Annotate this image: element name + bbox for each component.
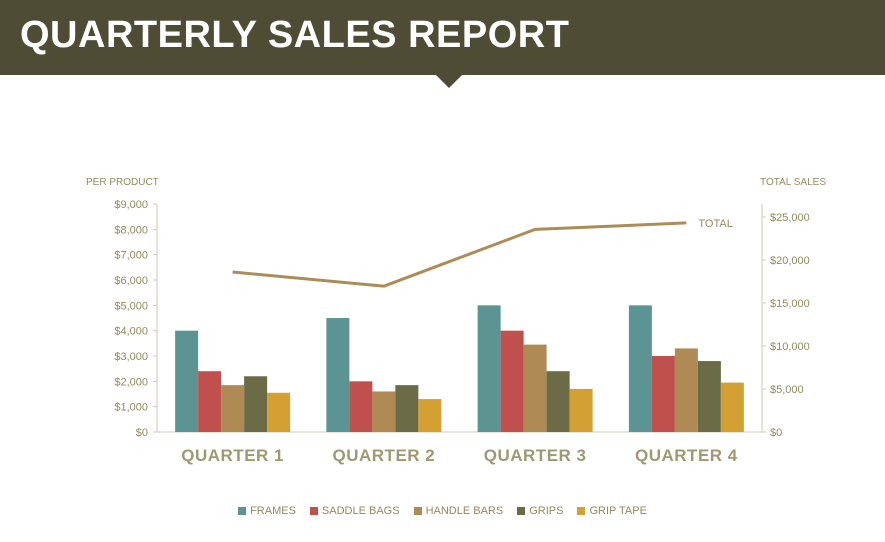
left-tick-label: $3,000 (114, 351, 148, 363)
bar-handle-bars (523, 344, 547, 432)
legend-item: GRIP TAPE (577, 505, 647, 517)
left-tick-label: $6,000 (114, 275, 148, 287)
right-tick-label: $5,000 (770, 384, 804, 396)
bar-handle-bars (221, 385, 245, 432)
chart-legend: FRAMES SADDLE BAGS HANDLE BARS GRIPS GRIP TA… (0, 505, 885, 517)
title-banner: QUARTERLY SALES REPORT (0, 0, 885, 75)
total-sales-line (232, 221, 687, 288)
left-tick-label: $0 (136, 427, 148, 439)
bar-saddle-bags (349, 381, 373, 432)
legend-item: HANDLE BARS (413, 505, 504, 517)
bar-grips (244, 376, 268, 432)
left-tick-label: $7,000 (114, 250, 148, 262)
legend-swatch (577, 507, 586, 515)
legend-swatch (309, 507, 318, 515)
total-line-label: TOTAL (698, 218, 732, 230)
bar-frames (175, 330, 199, 432)
legend-swatch (238, 507, 247, 515)
bar-grip-tape (267, 392, 291, 432)
category-label: QUARTER 3 (484, 446, 587, 465)
right-tick-label: $0 (770, 427, 782, 439)
left-axis-title: PER PRODUCT (86, 177, 159, 188)
legend-label: GRIPS (529, 505, 564, 517)
right-tick-label: $10,000 (770, 341, 810, 353)
bar-frames (477, 305, 501, 432)
bar-handle-bars (372, 391, 396, 432)
legend-label: HANDLE BARS (425, 505, 504, 517)
legend-label: FRAMES (250, 505, 296, 517)
legend-label: GRIP TAPE (589, 505, 647, 517)
legend-label: SADDLE BAGS (321, 505, 400, 517)
bar-grips (395, 385, 419, 432)
bar-saddle-bags (651, 356, 675, 432)
bar-frames (326, 318, 350, 432)
legend-item: GRIPS (517, 505, 563, 517)
legend-swatch (517, 507, 526, 515)
left-tick-label: $5,000 (114, 300, 148, 312)
category-label: QUARTER 2 (333, 446, 436, 465)
left-tick-label: $9,000 (114, 199, 148, 211)
bar-saddle-bags (500, 330, 524, 432)
right-tick-label: $25,000 (770, 212, 810, 224)
left-tick-label: $8,000 (114, 224, 148, 236)
legend-item: SADDLE BAGS (309, 505, 400, 517)
bar-handle-bars (674, 348, 698, 432)
left-tick-label: $2,000 (114, 376, 148, 388)
left-tick-label: $1,000 (114, 402, 148, 414)
banner-pointer (436, 75, 462, 88)
bar-saddle-bags (198, 371, 222, 432)
left-tick-label: $4,000 (114, 326, 148, 338)
bar-grip-tape (720, 382, 744, 432)
right-tick-label: $20,000 (770, 255, 810, 267)
right-tick-label: $15,000 (770, 298, 810, 310)
page-title: QUARTERLY SALES REPORT (20, 14, 570, 56)
bar-grips (697, 361, 721, 432)
bar-grip-tape (569, 388, 593, 432)
bar-grips (546, 371, 570, 432)
bar-grip-tape (418, 399, 442, 432)
legend-swatch (413, 507, 422, 515)
category-label: QUARTER 1 (181, 446, 284, 465)
right-axis-title: TOTAL SALES (760, 177, 826, 188)
legend-item: FRAMES (238, 505, 296, 517)
bar-frames (628, 305, 652, 432)
category-label: QUARTER 4 (635, 446, 738, 465)
